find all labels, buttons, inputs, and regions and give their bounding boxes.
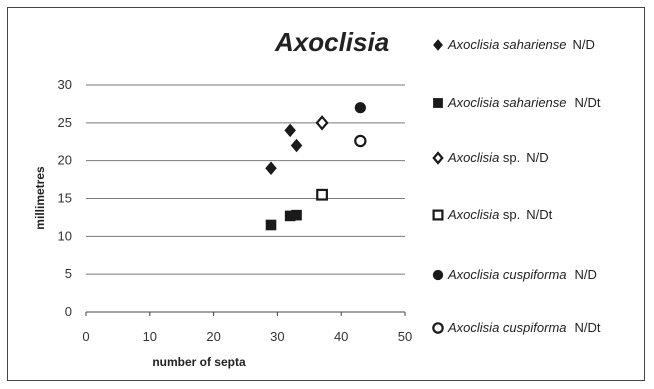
x-tick-label: 0: [82, 329, 89, 344]
x-tick-label: 20: [206, 329, 220, 344]
y-tick-label: 15: [58, 191, 72, 206]
y-tick-label: 25: [58, 115, 72, 130]
data-point-circle-open: [354, 134, 367, 148]
legend-entry: Axoclisia cuspiforma N/D: [432, 267, 597, 282]
y-tick-label: 20: [58, 153, 72, 168]
legend-marker-square-open: [432, 209, 444, 221]
legend-marker-circle-open: [432, 322, 444, 334]
y-axis-label: millimetres: [33, 166, 47, 230]
data-point-square-filled: [265, 219, 277, 231]
legend-label: Axoclisia sp. N/Dt: [447, 207, 553, 222]
legend-marker-circle-filled: [432, 269, 444, 281]
data-point-diamond-filled: [284, 123, 296, 138]
legend-label: Axoclisia cuspiforma N/Dt: [447, 320, 601, 335]
legend-label: Axoclisia cuspiforma N/D: [447, 267, 597, 282]
legend-marker-square-filled: [433, 98, 443, 108]
data-point-diamond-filled: [290, 138, 303, 153]
x-tick-label: 50: [398, 329, 412, 344]
y-tick-label: 0: [65, 304, 72, 319]
chart-frame: Axoclisia 0 5 10 15 20 25 30 0 10 20 30 40 50 numbe…: [7, 7, 645, 381]
data-point-square-open: [316, 188, 328, 201]
legend-entry: Axoclisia cuspiforma N/Dt: [432, 320, 601, 335]
data-point-circle-filled: [354, 102, 366, 114]
scatter-chart: Axoclisia 0 5 10 15 20 25 30 0 10 20 30 40 50 numbe…: [33, 27, 601, 369]
y-tick-label: 5: [65, 266, 72, 281]
y-ticks: 0 5 10 15 20 25 30: [58, 77, 72, 319]
data-point-square-filled: [291, 209, 302, 221]
data-point-diamond-open: [315, 115, 329, 131]
y-tick-label: 30: [58, 77, 72, 92]
x-ticks: 0 10 20 30 40 50: [82, 312, 412, 344]
legend-label: Axoclisia sahariense N/D: [447, 37, 595, 52]
x-tick-label: 30: [270, 329, 284, 344]
legend-label: Axoclisia sp. N/D: [447, 150, 549, 165]
legend-marker-diamond-filled: [433, 39, 443, 51]
x-axis-label: number of septa: [152, 355, 246, 369]
chart-title: Axoclisia: [274, 27, 389, 57]
legend-label: Axoclisia sahariense N/Dt: [447, 95, 601, 110]
legend-entry: Axoclisia sp. N/Dt: [432, 207, 553, 222]
x-tick-label: 40: [334, 329, 348, 344]
grid: [86, 84, 405, 313]
legend: Axoclisia sahariense N/D Axoclisia saharie…: [432, 37, 601, 335]
data-points: [265, 102, 367, 231]
legend-entry: Axoclisia sahariense N/D: [433, 37, 595, 52]
legend-entry: Axoclisia sahariense N/Dt: [433, 95, 601, 110]
y-tick-label: 10: [58, 228, 72, 243]
data-point-diamond-filled: [265, 161, 277, 176]
legend-entry: Axoclisia sp. N/D: [432, 150, 549, 165]
x-tick-label: 10: [143, 329, 157, 344]
legend-marker-diamond-open: [432, 151, 444, 165]
